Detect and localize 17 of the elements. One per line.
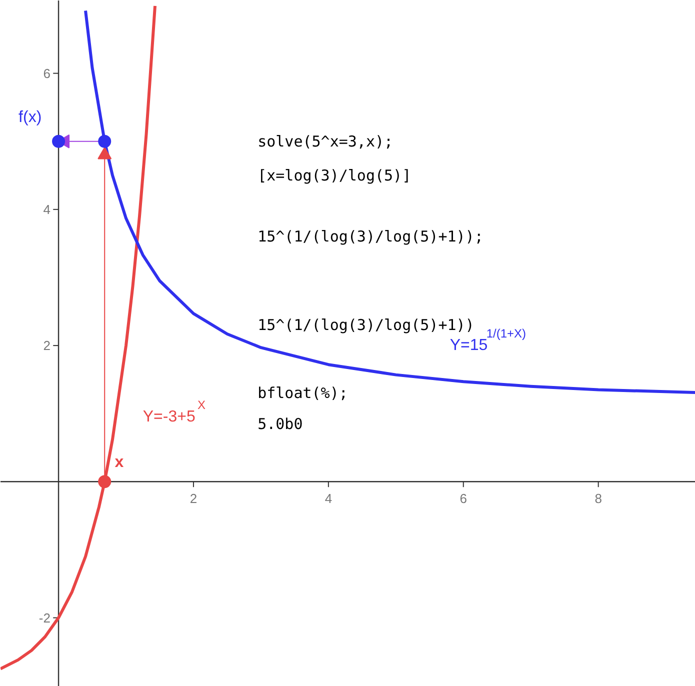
y-tick-label: 2 [43,338,50,354]
annotation: x [114,454,124,472]
x-tick-label: 4 [324,491,332,506]
series-label: Y=-3+5X [142,398,206,426]
y-tick-label: 4 [43,202,50,217]
annotation: f(x) [18,109,42,126]
x-tick-label: 8 [594,491,602,506]
y-tick-label: -2 [38,610,50,626]
x-tick-label: 2 [190,491,198,506]
annotation: bfloat(%); [258,384,348,402]
annotation: 15^(1/(log(3)/log(5)+1)); [258,228,484,246]
annotation: 5.0b0 [258,414,303,433]
annotation: 15^(1/(log(3)/log(5)+1)) [258,316,474,334]
x-tick-label: 6 [460,491,468,506]
annotation: [x=log(3)/log(5)] [258,166,412,184]
annotation: solve(5^x=3,x); [258,132,394,150]
y-tick-label: 6 [43,66,50,81]
